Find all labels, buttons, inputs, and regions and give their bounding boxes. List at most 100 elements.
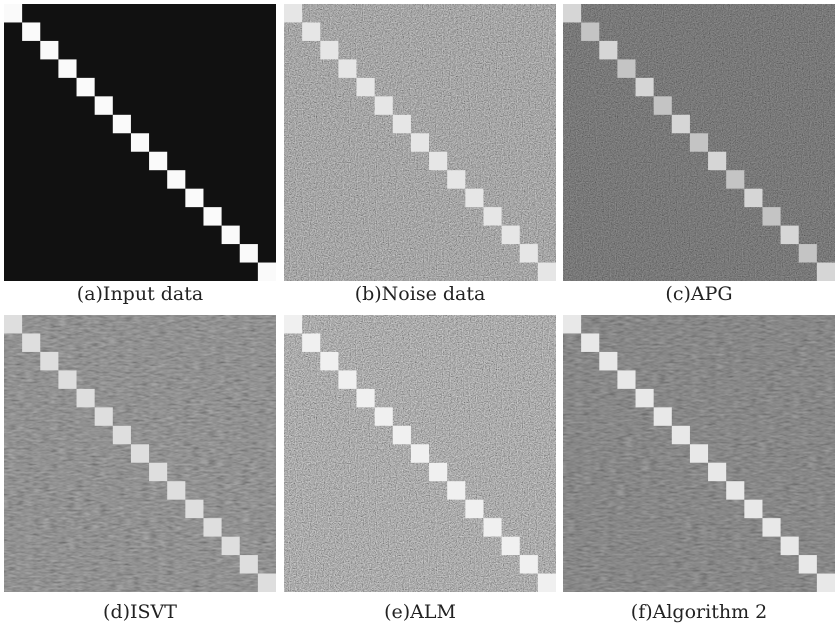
panel-image bbox=[284, 4, 556, 281]
diagonal-block bbox=[338, 59, 356, 77]
diagonal-block bbox=[817, 574, 835, 592]
diagonal-block bbox=[654, 407, 672, 425]
diagonal-block bbox=[502, 226, 520, 244]
diagonal-block bbox=[599, 352, 617, 370]
diagonal-block bbox=[483, 518, 501, 536]
diagonal-block bbox=[411, 444, 429, 462]
diagonal-block bbox=[708, 463, 726, 481]
diagonal-block bbox=[393, 426, 411, 444]
panel-caption: (b)Noise data bbox=[355, 283, 486, 305]
diagonal-block bbox=[320, 352, 338, 370]
diagonal-block bbox=[113, 426, 131, 444]
diagonal-block bbox=[538, 574, 556, 592]
diagonal-block bbox=[672, 115, 690, 133]
diagonal-block bbox=[520, 244, 538, 262]
diagonal-block bbox=[77, 78, 95, 96]
panel-caption: (c)APG bbox=[665, 283, 732, 305]
diagonal-block bbox=[258, 574, 276, 592]
panel-image bbox=[563, 4, 835, 281]
diagonal-block bbox=[799, 244, 817, 262]
diagonal-block bbox=[429, 463, 447, 481]
panel-caption: (e)ALM bbox=[384, 601, 456, 623]
diagonal-block bbox=[617, 59, 635, 77]
diagonal-block bbox=[58, 59, 76, 77]
diagonal-block bbox=[762, 518, 780, 536]
diagonal-block bbox=[258, 263, 276, 281]
diagonal-block bbox=[167, 481, 185, 499]
diagonal-block bbox=[799, 555, 817, 573]
diagonal-block bbox=[167, 170, 185, 188]
diagonal-block bbox=[222, 226, 240, 244]
diagonal-block bbox=[393, 115, 411, 133]
diagonal-block bbox=[4, 4, 22, 22]
diagonal-block bbox=[708, 152, 726, 170]
diagonal-block bbox=[690, 133, 708, 151]
diagonal-block bbox=[302, 333, 320, 351]
diagonal-block bbox=[203, 207, 221, 225]
diagonal-block bbox=[40, 352, 58, 370]
diagonal-block bbox=[113, 115, 131, 133]
diagonal-block bbox=[357, 78, 375, 96]
diagonal-block bbox=[131, 444, 149, 462]
diagonal-block bbox=[465, 500, 483, 518]
diagonal-block bbox=[636, 78, 654, 96]
diagonal-block bbox=[357, 389, 375, 407]
diagonal-block bbox=[185, 189, 203, 207]
diagonal-block bbox=[284, 4, 302, 22]
diagonal-block bbox=[222, 537, 240, 555]
diagonal-block bbox=[563, 315, 581, 333]
panel-image bbox=[4, 4, 276, 281]
diagonal-block bbox=[320, 41, 338, 59]
panel-image bbox=[4, 315, 276, 592]
diagonal-block bbox=[58, 370, 76, 388]
panel-caption: (a)Input data bbox=[77, 283, 203, 305]
diagonal-block bbox=[520, 555, 538, 573]
diagonal-block bbox=[284, 315, 302, 333]
panel-image bbox=[284, 315, 556, 592]
diagonal-block bbox=[762, 207, 780, 225]
diagonal-block bbox=[240, 555, 258, 573]
diagonal-block bbox=[375, 96, 393, 114]
diagonal-block bbox=[781, 537, 799, 555]
diagonal-block bbox=[447, 481, 465, 499]
diagonal-block bbox=[781, 226, 799, 244]
diagonal-block bbox=[447, 170, 465, 188]
diagonal-block bbox=[817, 263, 835, 281]
diagonal-block bbox=[599, 41, 617, 59]
diagonal-block bbox=[302, 22, 320, 40]
panel-caption: (f)Algorithm 2 bbox=[631, 601, 767, 623]
diagonal-block bbox=[726, 170, 744, 188]
diagonal-block bbox=[483, 207, 501, 225]
diagonal-block bbox=[22, 22, 40, 40]
diagonal-block bbox=[636, 389, 654, 407]
diagonal-block bbox=[40, 41, 58, 59]
diagonal-block bbox=[149, 152, 167, 170]
diagonal-block bbox=[617, 370, 635, 388]
diagonal-block bbox=[502, 537, 520, 555]
diagonal-block bbox=[465, 189, 483, 207]
panel-image bbox=[563, 315, 835, 592]
diagonal-block bbox=[744, 189, 762, 207]
panel-caption: (d)ISVT bbox=[103, 601, 177, 623]
figure: (a)Input data (b)Noise data (c)APG (d)ISVT (… bbox=[0, 0, 835, 636]
diagonal-block bbox=[563, 4, 581, 22]
diagonal-block bbox=[22, 333, 40, 351]
diagonal-block bbox=[240, 244, 258, 262]
diagonal-block bbox=[581, 22, 599, 40]
diagonal-block bbox=[149, 463, 167, 481]
diagonal-block bbox=[185, 500, 203, 518]
diagonal-block bbox=[654, 96, 672, 114]
diagonal-block bbox=[95, 96, 113, 114]
diagonal-block bbox=[77, 389, 95, 407]
diagonal-block bbox=[672, 426, 690, 444]
diagonal-block bbox=[338, 370, 356, 388]
diagonal-block bbox=[131, 133, 149, 151]
diagonal-block bbox=[4, 315, 22, 333]
diagonal-block bbox=[203, 518, 221, 536]
diagonal-block bbox=[726, 481, 744, 499]
diagonal-block bbox=[95, 407, 113, 425]
diagonal-block bbox=[538, 263, 556, 281]
diagonal-block bbox=[690, 444, 708, 462]
diagonal-block bbox=[581, 333, 599, 351]
diagonal-block bbox=[429, 152, 447, 170]
